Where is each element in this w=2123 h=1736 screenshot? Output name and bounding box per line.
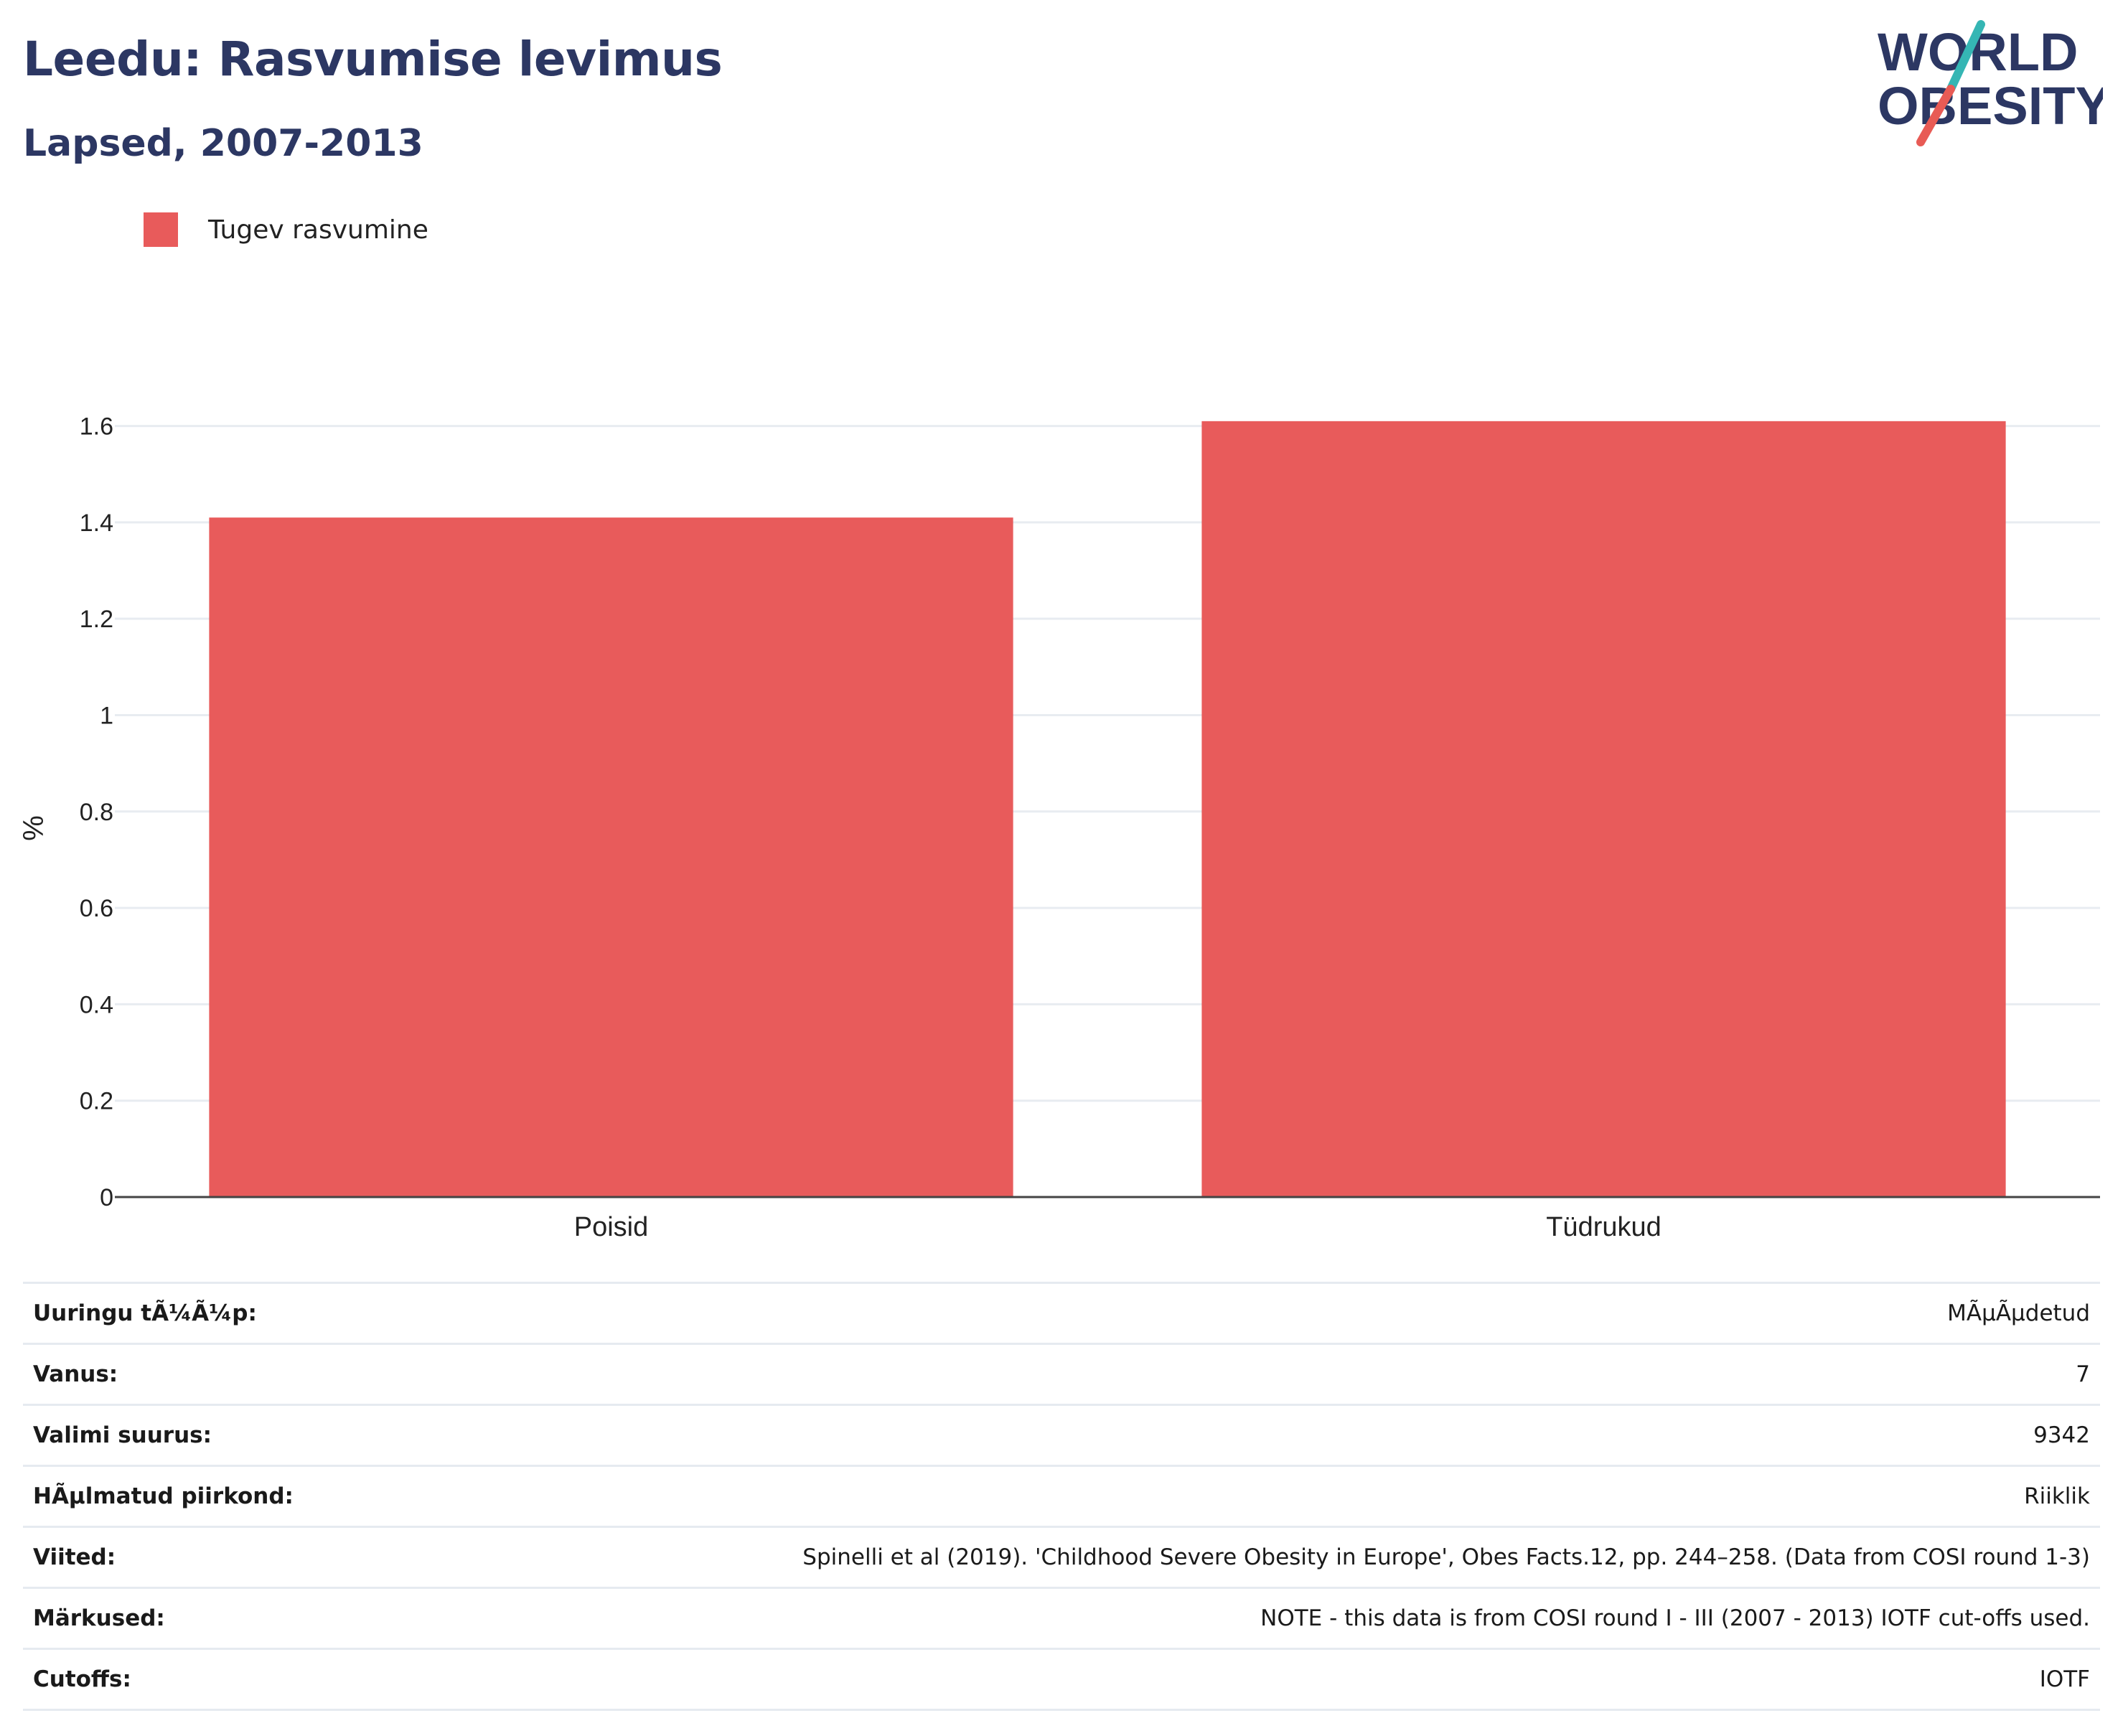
y-tick-label: 1.6 xyxy=(80,413,113,441)
info-value: Spinelli et al (2019). 'Childhood Severe… xyxy=(390,1526,2100,1588)
y-tick-label: 0.8 xyxy=(80,799,113,826)
y-tick-label: 1.2 xyxy=(80,606,113,633)
y-tick-label: 0.6 xyxy=(80,895,113,922)
bar xyxy=(1201,421,2006,1197)
y-tick-label: 1.4 xyxy=(80,510,113,537)
info-value: 9342 xyxy=(390,1404,2100,1466)
page-title: Leedu: Rasvumise levimus xyxy=(23,32,723,87)
y-axis-label: % xyxy=(18,815,50,841)
x-tick-label: Poisid xyxy=(574,1212,649,1242)
legend-label: Tugev rasvumine xyxy=(208,215,428,245)
y-tick-label: 0.4 xyxy=(80,991,113,1018)
info-row: Uuringu tÃ¼Ã¼p: MÃµÃµdetud xyxy=(23,1282,2100,1344)
info-value: MÃµÃµdetud xyxy=(390,1282,2100,1344)
info-key: Märkused: xyxy=(23,1587,390,1649)
info-key: HÃµlmatud piirkond: xyxy=(23,1465,390,1527)
info-row: HÃµlmatud piirkond: Riiklik xyxy=(23,1465,2100,1527)
info-key: Vanus: xyxy=(23,1343,390,1405)
page-subtitle: Lapsed, 2007-2013 xyxy=(23,122,423,165)
bar xyxy=(209,517,1013,1197)
chart-legend: Tugev rasvumine xyxy=(144,212,428,247)
info-value: IOTF xyxy=(390,1648,2100,1711)
info-value: Riiklik xyxy=(390,1465,2100,1527)
logo-line2: OBESITY xyxy=(1878,76,2103,136)
info-value: NOTE - this data is from COSI round I - … xyxy=(390,1587,2100,1649)
info-row: Märkused: NOTE - this data is from COSI r… xyxy=(23,1587,2100,1649)
x-tick-label: Tüdrukud xyxy=(1546,1212,1662,1242)
world-obesity-logo: WORLD OBESITY xyxy=(1878,20,2103,146)
info-row: Valimi suurus: 9342 xyxy=(23,1404,2100,1466)
info-row: Viited: Spinelli et al (2019). 'Childhood… xyxy=(23,1526,2100,1588)
bar-chart: 0 0.2 0.4 0.6 0.8 1 1.2 1.4 1.6 Poisid Tüdrukud% xyxy=(18,413,2100,1242)
logo-slash-bottom xyxy=(1916,85,1955,146)
logo-slash-top xyxy=(1946,20,1985,93)
y-tick-label: 1 xyxy=(100,702,113,729)
info-row: Cutoffs: IOTF xyxy=(23,1648,2100,1711)
info-key: Viited: xyxy=(23,1526,390,1588)
info-row: Vanus: 7 xyxy=(23,1343,2100,1405)
y-tick-label: 0.2 xyxy=(80,1088,113,1115)
info-table: Uuringu tÃ¼Ã¼p: MÃµÃµdetud Vanus: 7 Valimi s… xyxy=(23,1282,2100,1711)
y-tick-label: 0 xyxy=(100,1184,113,1211)
info-key: Valimi suurus: xyxy=(23,1404,390,1466)
info-key: Cutoffs: xyxy=(23,1648,390,1711)
info-value: 7 xyxy=(390,1343,2100,1405)
legend-swatch xyxy=(144,212,178,247)
info-key: Uuringu tÃ¼Ã¼p: xyxy=(23,1282,390,1344)
